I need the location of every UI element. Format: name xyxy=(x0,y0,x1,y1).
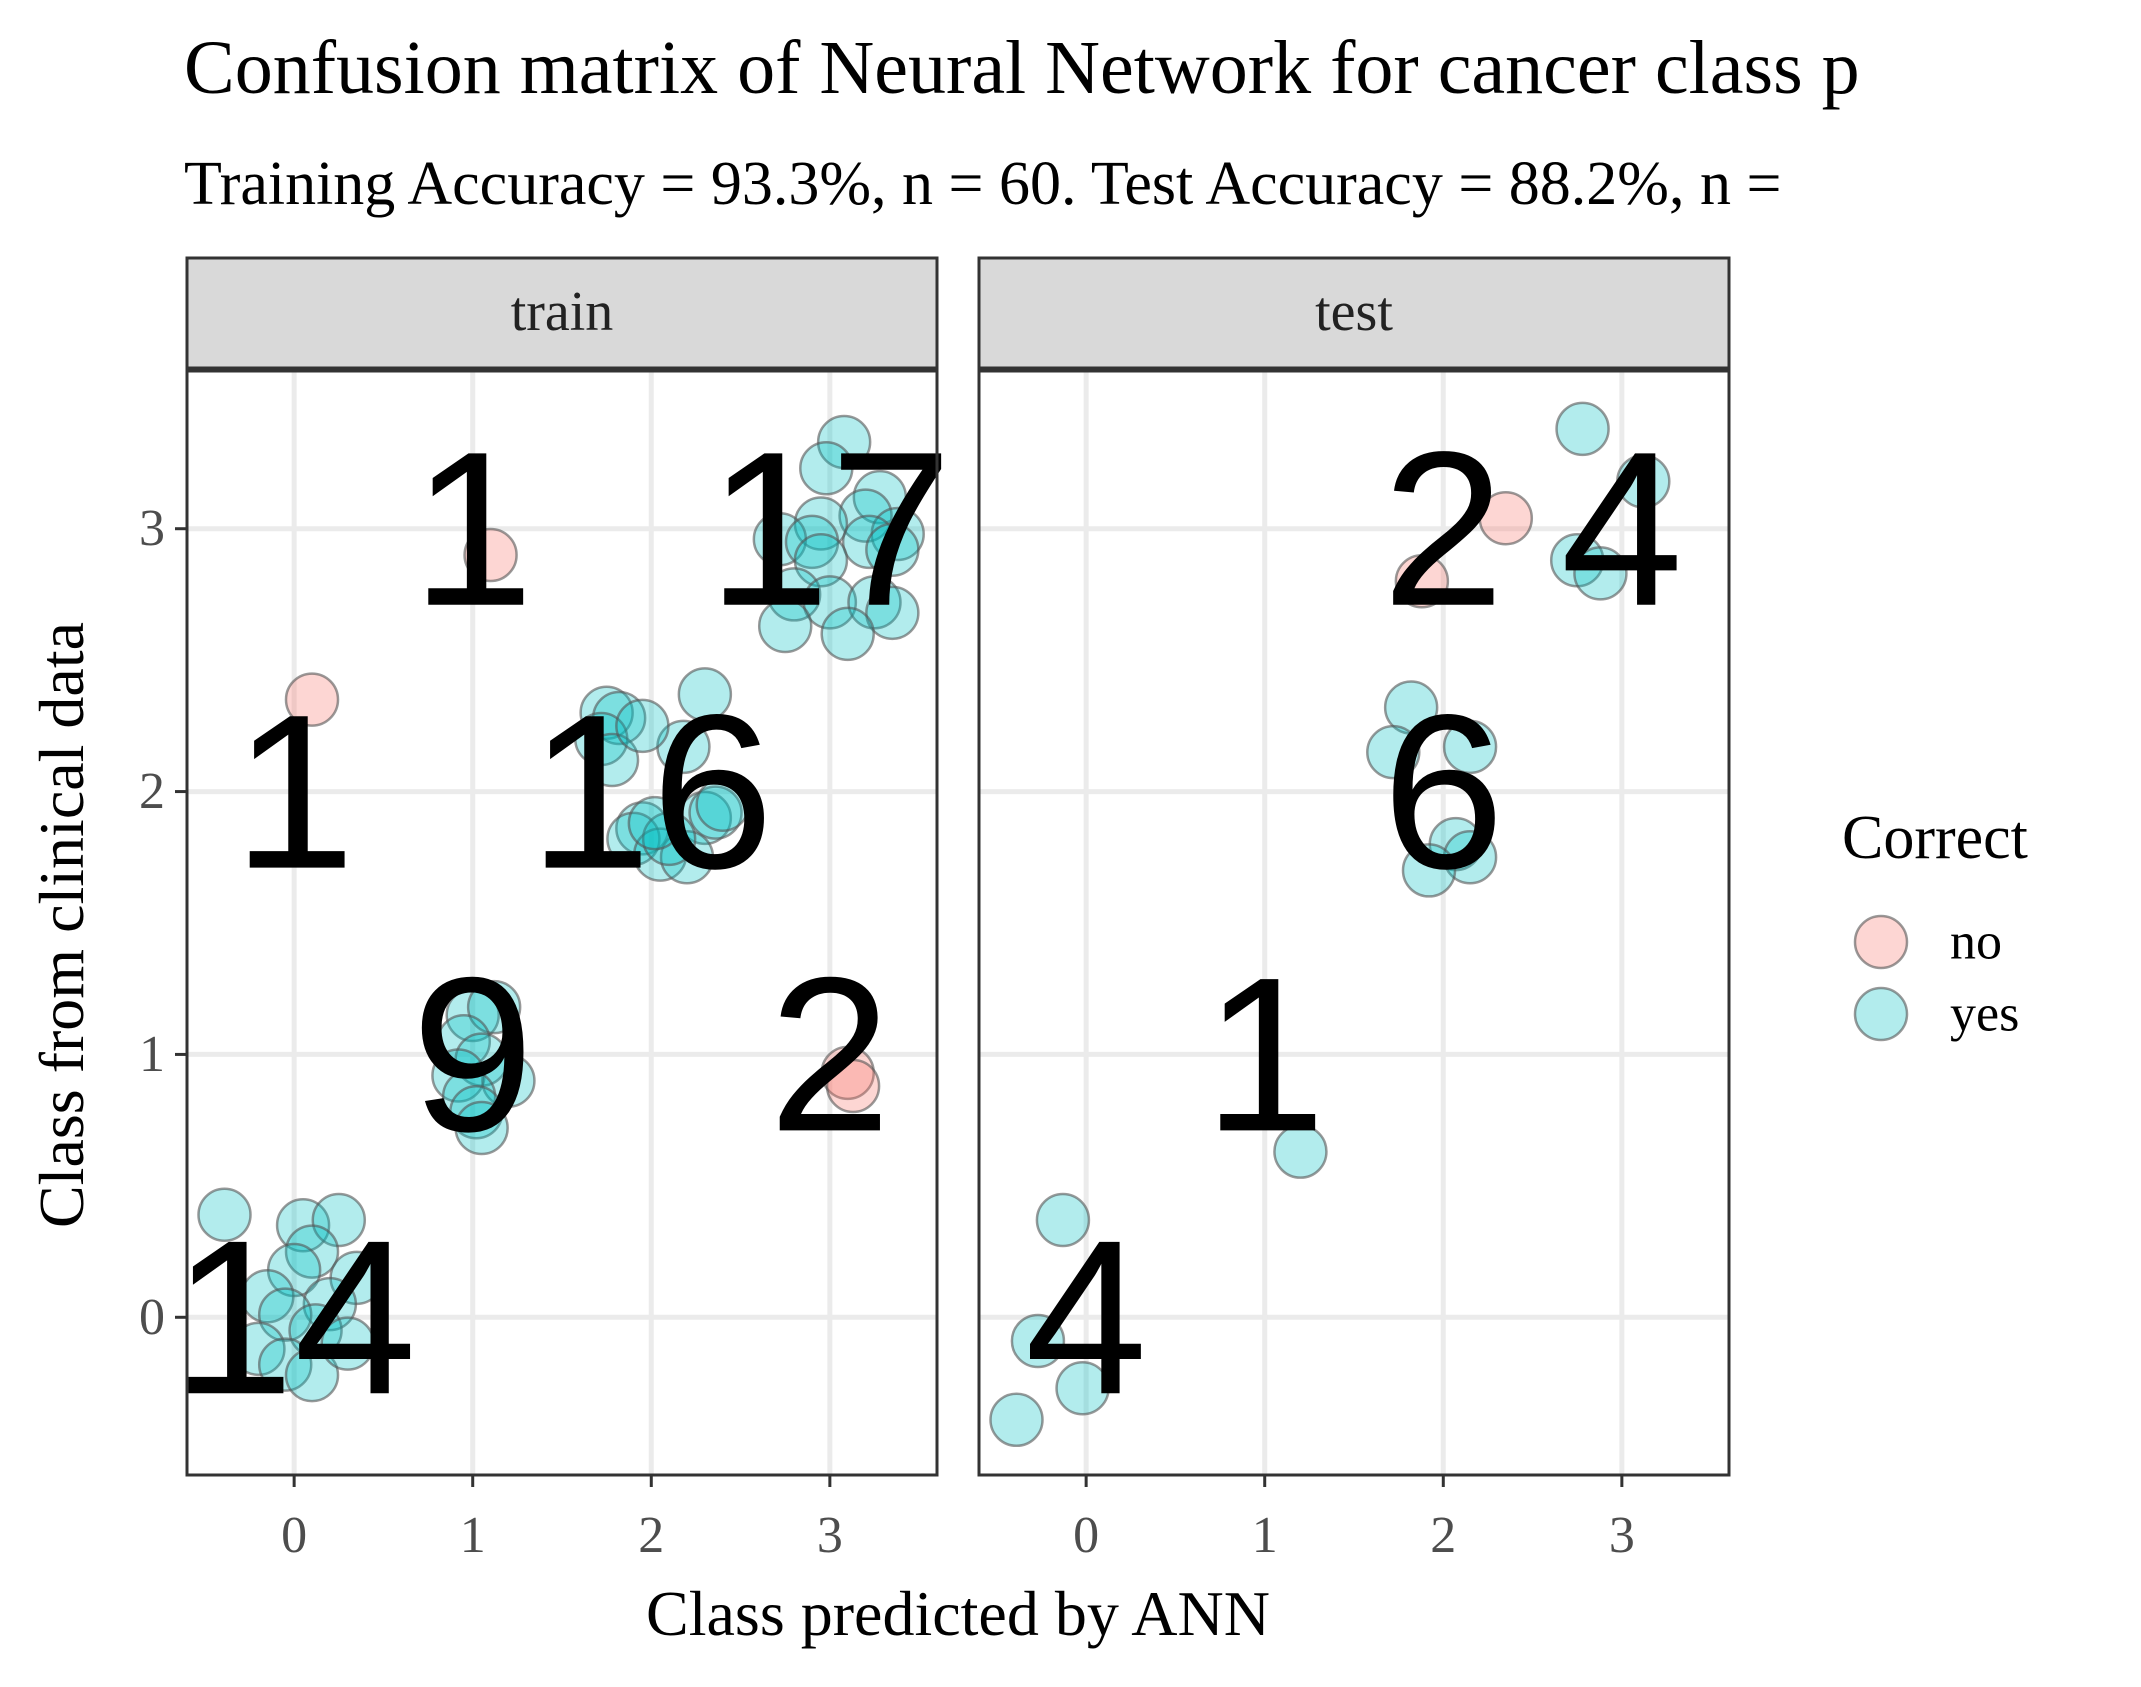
count-label: 2 xyxy=(769,931,891,1177)
count-label: 6 xyxy=(1382,669,1504,915)
x-tick-label: 1 xyxy=(460,1507,486,1564)
data-point-yes xyxy=(1035,1192,1091,1248)
x-tick-label: 2 xyxy=(638,1507,664,1564)
y-tick-label: 3 xyxy=(139,500,165,557)
x-tick-label: 3 xyxy=(817,1507,843,1564)
panel-border xyxy=(185,369,939,1477)
count-label: 14 xyxy=(172,1194,417,1440)
y-axis-label: Class from clinical data xyxy=(26,622,97,1228)
data-point-yes xyxy=(1010,1313,1066,1369)
data-point-no xyxy=(825,1058,881,1114)
data-point-yes xyxy=(627,795,683,851)
data-point-yes xyxy=(320,1316,375,1371)
count-label: 2 xyxy=(1382,406,1504,652)
facet-strip xyxy=(977,256,1731,370)
data-point-yes xyxy=(799,441,854,496)
data-point-yes xyxy=(695,777,750,832)
data-point-yes xyxy=(257,1337,313,1392)
data-point-yes xyxy=(865,585,920,641)
data-point-yes xyxy=(288,1303,343,1358)
data-point-yes xyxy=(816,414,872,470)
legend-label-no: no xyxy=(1950,914,2002,971)
data-point-yes xyxy=(1573,546,1628,601)
data-point-yes xyxy=(757,598,813,654)
data-point-yes xyxy=(591,690,647,746)
data-point-yes xyxy=(1401,843,1457,898)
panel-border xyxy=(977,369,1731,1477)
x-tick-label: 2 xyxy=(1430,1507,1456,1564)
legend-title: Correct xyxy=(1842,804,2028,872)
data-point-yes xyxy=(284,1347,340,1403)
data-point-yes xyxy=(615,698,670,754)
data-point-no xyxy=(463,527,518,583)
count-label: 1 xyxy=(412,406,534,652)
data-point-yes xyxy=(441,1069,497,1124)
y-tick-label: 0 xyxy=(139,1289,165,1346)
count-label: 1 xyxy=(233,669,355,915)
legend: Correct no yes xyxy=(1842,804,2028,1043)
data-point-yes xyxy=(584,732,640,788)
data-point-yes xyxy=(820,606,875,662)
data-point-yes xyxy=(454,1100,509,1156)
legend-key-yes xyxy=(1853,986,1909,1042)
data-point-yes xyxy=(466,979,522,1035)
data-point-yes xyxy=(1442,719,1498,775)
data-point-yes xyxy=(1366,724,1421,780)
data-point-yes xyxy=(641,811,697,867)
data-point-yes xyxy=(688,785,743,840)
data-point-yes xyxy=(197,1187,252,1243)
data-point-yes xyxy=(231,1321,286,1377)
chart-subtitle: Training Accuracy = 93.3%, n = 60. Test … xyxy=(184,150,1781,218)
data-point-yes xyxy=(1273,1124,1328,1179)
facet-strip-label: test xyxy=(1315,281,1393,343)
data-point-yes xyxy=(766,567,822,622)
y-tick-label: 1 xyxy=(139,1026,165,1083)
plot-area xyxy=(979,371,1729,1475)
data-point-yes xyxy=(1442,830,1498,885)
x-tick-label: 1 xyxy=(1252,1507,1278,1564)
data-point-yes xyxy=(802,575,858,630)
chart-title: Confusion matrix of Neural Network for c… xyxy=(184,26,1860,110)
x-axis-label: Class predicted by ANN xyxy=(646,1578,1270,1649)
data-point-yes xyxy=(865,522,920,577)
plot-area xyxy=(187,371,937,1475)
data-point-yes xyxy=(989,1392,1044,1448)
data-point-yes xyxy=(852,469,908,525)
count-label: 17 xyxy=(707,406,952,652)
count-label: 4 xyxy=(1561,406,1683,652)
facet-strip xyxy=(185,256,939,370)
data-point-yes xyxy=(841,514,897,570)
data-point-yes xyxy=(1616,454,1671,509)
count-label: 9 xyxy=(412,931,534,1177)
data-point-no xyxy=(1394,554,1450,609)
x-tick-label: 3 xyxy=(1609,1507,1635,1564)
count-label: 1 xyxy=(1204,931,1326,1177)
data-point-yes xyxy=(1555,401,1610,457)
x-tick-label: 0 xyxy=(281,1507,307,1564)
data-point-no xyxy=(284,672,340,727)
count-label: 16 xyxy=(529,669,774,915)
data-point-yes xyxy=(677,667,733,722)
count-label: 4 xyxy=(1025,1194,1147,1440)
data-point-no xyxy=(1478,490,1534,546)
data-point-yes xyxy=(311,1192,367,1248)
data-point-yes xyxy=(847,575,902,630)
legend-key-no xyxy=(1853,914,1909,970)
legend-label-yes: yes xyxy=(1950,986,2019,1043)
data-point-yes xyxy=(1055,1361,1110,1416)
facet-strip-label: train xyxy=(511,281,614,343)
y-tick-label: 2 xyxy=(139,763,165,820)
x-tick-label: 0 xyxy=(1073,1507,1099,1564)
